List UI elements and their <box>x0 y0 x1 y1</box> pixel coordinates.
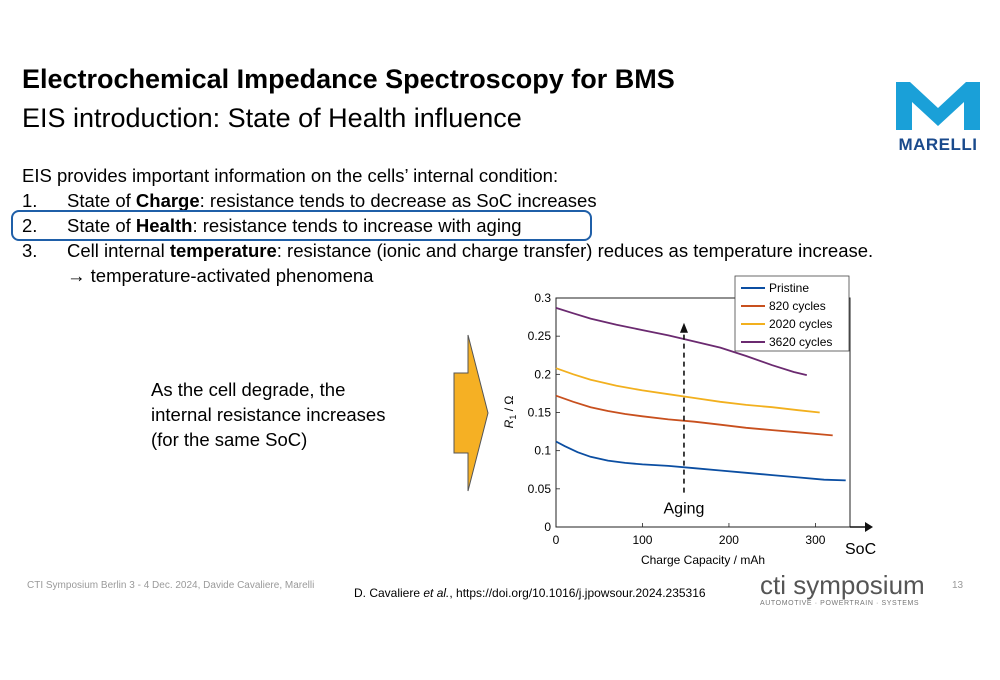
item-bold: temperature <box>169 240 277 261</box>
y-tick-label: 0.05 <box>528 482 552 496</box>
marelli-logo: MARELLI <box>888 78 988 158</box>
x-tick-label: 200 <box>719 533 739 547</box>
y-tick-label: 0.15 <box>528 406 552 420</box>
x-tick-label: 300 <box>805 533 825 547</box>
item-pre: State of <box>67 215 136 236</box>
y-label-main: R <box>502 419 516 428</box>
aging-label: Aging <box>664 501 705 518</box>
legend: Pristine 820 cycles 2020 cycles 3620 cycles <box>734 275 850 352</box>
series-line <box>555 367 820 414</box>
slide-subtitle: EIS introduction: State of Health influe… <box>22 103 522 133</box>
y-tick-label: 0.2 <box>534 367 551 381</box>
list-item-charge: 1. State of Charge: resistance tends to d… <box>22 190 597 212</box>
cti-symposium-logo: cti symposium AUTOMOTIVE · POWERTRAIN · … <box>760 572 925 607</box>
series-line <box>555 307 808 376</box>
callout-line: internal resistance increases <box>151 404 386 425</box>
y-tick-label: 0.1 <box>534 444 551 458</box>
y-tick-label: 0 <box>544 520 551 534</box>
legend-label: 3620 cycles <box>769 335 832 349</box>
slide-title: Electrochemical Impedance Spectroscopy f… <box>22 64 675 94</box>
legend-items: Pristine 820 cycles 2020 cycles 3620 cycles <box>741 281 832 349</box>
legend-label: Pristine <box>769 281 809 295</box>
list-item-temperature-continued: → temperature-activated phenomena <box>67 265 374 286</box>
y-tick-label: 0.3 <box>534 291 551 305</box>
citation-pre: D. Cavaliere <box>354 586 424 600</box>
x-axis-ticks: 0 100 200 300 <box>553 523 826 547</box>
resistance-chart: 00.050.10.150.20.250.3 0 100 200 300 Aging … <box>502 275 876 567</box>
page-number: 13 <box>952 580 964 591</box>
svg-text:R1 / Ω: R1 / Ω <box>502 396 518 429</box>
item-number: 3. <box>22 240 38 261</box>
right-arrow-icon <box>453 334 489 492</box>
footer-event-text: CTI Symposium Berlin 3 - 4 Dec. 2024, Da… <box>27 580 315 591</box>
legend-label: 820 cycles <box>769 299 826 313</box>
logo-text: MARELLI <box>898 135 978 154</box>
y-label-unit: / Ω <box>502 396 516 415</box>
series-lines <box>555 307 846 482</box>
item-post: : resistance (ionic and charge transfer)… <box>276 240 874 261</box>
x-tick-label: 0 <box>553 533 560 547</box>
soc-arrow-head <box>865 522 873 532</box>
y-axis-label: R1 / Ω <box>502 396 518 429</box>
item-bold: Health <box>135 215 193 236</box>
aging-annotation: Aging <box>664 322 705 518</box>
citation: D. Cavaliere et al., https://doi.org/10.… <box>354 586 706 600</box>
list-item-temperature: 3. Cell internal temperature: resistance … <box>22 240 873 262</box>
highlight-box <box>11 210 592 241</box>
cti-logo-sub: AUTOMOTIVE · POWERTRAIN · SYSTEMS <box>760 600 920 607</box>
item-bold: Charge <box>135 190 200 211</box>
item-number: 2. <box>22 215 38 236</box>
intro-text: EIS provides important information on th… <box>22 165 559 186</box>
citation-em: et al. <box>423 586 450 600</box>
item-number: 1. <box>22 190 38 211</box>
series-line <box>555 394 833 437</box>
y-axis-ticks: 0 0.05 0.1 0.15 0.2 0.25 0.3 <box>528 291 560 534</box>
item-post: : resistance tends to decrease as SoC in… <box>199 190 597 211</box>
item-pre: Cell internal <box>67 240 170 261</box>
y-label-sub: 1 <box>508 415 518 420</box>
citation-post: , https://doi.org/10.1016/j.jpowsour.202… <box>449 586 706 600</box>
marelli-m-icon <box>896 82 980 130</box>
callout-line: (for the same SoC) <box>151 429 308 450</box>
soc-label: SoC <box>845 541 876 558</box>
x-axis-label: Charge Capacity / mAh <box>641 553 765 567</box>
callout-text: As the cell degrade, the internal resist… <box>151 377 385 452</box>
legend-label: 2020 cycles <box>769 317 832 331</box>
item-pre: State of <box>67 190 136 211</box>
callout-line: As the cell degrade, the <box>151 379 346 400</box>
aging-arrow-head <box>679 322 688 333</box>
cti-logo-main: cti symposium <box>760 570 925 600</box>
y-tick-label: 0.25 <box>528 329 552 343</box>
list-item-health: 2. State of Health: resistance tends to i… <box>22 215 522 237</box>
item-post: : resistance tends to increase with agin… <box>192 215 522 236</box>
series-line <box>555 440 846 482</box>
x-tick-label: 100 <box>632 533 652 547</box>
